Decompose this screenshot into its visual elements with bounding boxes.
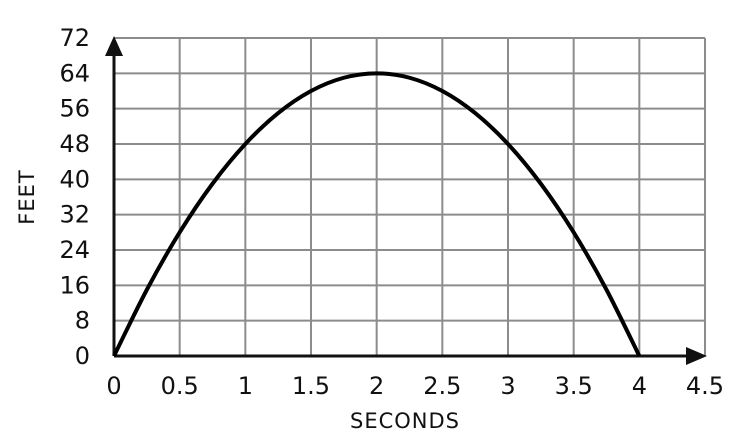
x-tick-label: 1.5 (292, 372, 330, 400)
y-tick-label: 24 (59, 236, 90, 264)
y-tick-label: 16 (59, 271, 90, 299)
x-tick-label: 0.5 (161, 372, 199, 400)
x-tick-label: 0 (106, 372, 121, 400)
x-tick-label: 3 (500, 372, 515, 400)
x-tick-label: 3.5 (555, 372, 593, 400)
y-tick-label: 40 (59, 165, 90, 193)
y-tick-label: 64 (59, 59, 90, 87)
axes (105, 36, 707, 365)
x-tick-labels: 0 0.5 1 1.5 2 2.5 3 3.5 4 4.5 (106, 372, 724, 400)
y-axis-title: FEET (15, 169, 39, 224)
y-axis-arrow (105, 36, 123, 56)
x-axis-arrow (686, 347, 707, 365)
x-axis-title: SECONDS (350, 409, 460, 433)
x-tick-label: 4 (632, 372, 647, 400)
x-tick-label: 4.5 (686, 372, 724, 400)
y-tick-label: 8 (75, 307, 90, 335)
y-tick-labels: 0 8 16 24 32 40 48 56 64 72 (59, 24, 90, 370)
x-tick-label: 1 (238, 372, 253, 400)
x-tick-label: 2.5 (423, 372, 461, 400)
y-tick-label: 0 (75, 342, 90, 370)
y-tick-label: 32 (59, 201, 90, 229)
y-tick-label: 48 (59, 130, 90, 158)
y-tick-label: 56 (59, 95, 90, 123)
y-tick-label: 72 (59, 24, 90, 52)
series-line (112, 71, 642, 357)
grid (114, 37, 706, 356)
x-tick-label: 2 (369, 372, 384, 400)
series (112, 71, 642, 357)
